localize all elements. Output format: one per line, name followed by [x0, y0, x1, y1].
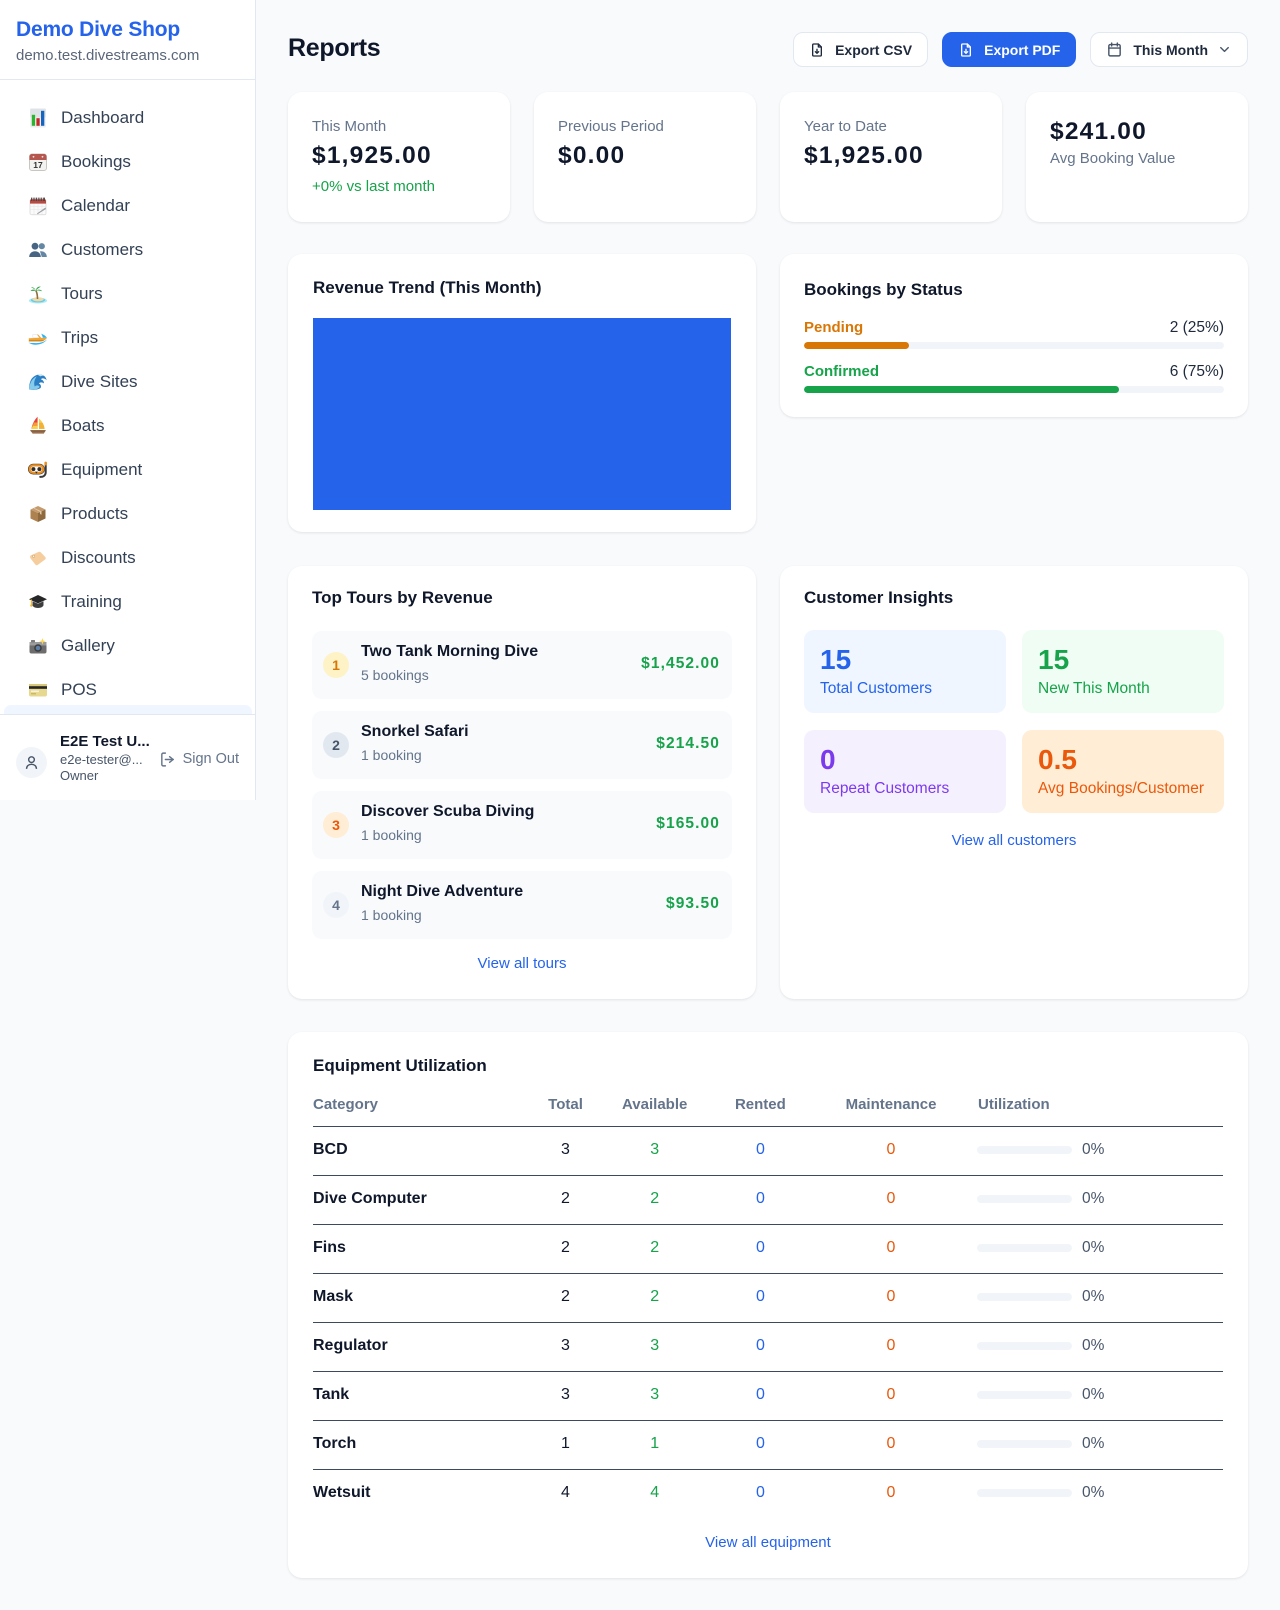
- svg-text:17: 17: [33, 160, 43, 170]
